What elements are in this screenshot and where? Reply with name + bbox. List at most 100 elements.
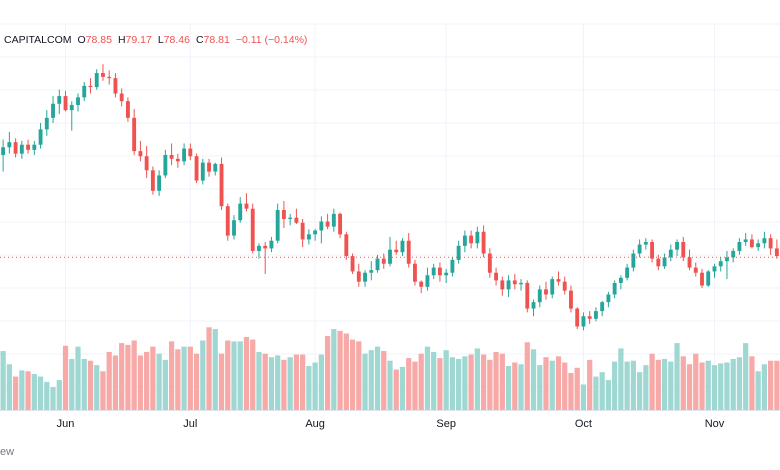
candle[interactable] xyxy=(319,216,324,244)
candle[interactable] xyxy=(188,143,193,161)
candle[interactable] xyxy=(213,162,218,176)
candle[interactable] xyxy=(225,203,230,241)
candle[interactable] xyxy=(13,138,18,158)
candle[interactable] xyxy=(718,257,723,272)
candle[interactable] xyxy=(144,146,149,178)
candle[interactable] xyxy=(569,285,573,313)
candle[interactable] xyxy=(562,276,567,295)
candle[interactable] xyxy=(525,280,530,313)
candle[interactable] xyxy=(681,236,686,262)
candle[interactable] xyxy=(138,140,143,162)
candle[interactable] xyxy=(537,285,542,308)
candle[interactable] xyxy=(125,97,130,122)
candle[interactable] xyxy=(437,262,442,282)
candle[interactable] xyxy=(593,307,598,322)
candle[interactable] xyxy=(150,166,155,195)
candle[interactable] xyxy=(743,233,748,246)
candle[interactable] xyxy=(26,139,31,154)
candle[interactable] xyxy=(700,268,704,289)
candle[interactable] xyxy=(512,274,517,290)
candle[interactable] xyxy=(350,253,355,274)
candle[interactable] xyxy=(7,131,12,154)
candle[interactable] xyxy=(400,238,405,257)
candle[interactable] xyxy=(207,158,211,177)
candle[interactable] xyxy=(469,230,474,249)
candle[interactable] xyxy=(356,263,361,287)
candle[interactable] xyxy=(556,271,561,286)
candle[interactable] xyxy=(419,280,424,294)
candle[interactable] xyxy=(774,239,779,259)
candle[interactable] xyxy=(481,225,486,258)
candle[interactable] xyxy=(1,139,6,172)
candle[interactable] xyxy=(706,270,711,287)
candle[interactable] xyxy=(506,275,511,298)
candle[interactable] xyxy=(375,254,380,273)
candle[interactable] xyxy=(712,263,717,278)
candle[interactable] xyxy=(668,244,673,262)
candle[interactable] xyxy=(157,170,162,196)
candle[interactable] xyxy=(637,239,642,258)
candle[interactable] xyxy=(444,268,449,283)
candle[interactable] xyxy=(550,276,555,299)
candle[interactable] xyxy=(313,229,318,241)
candle[interactable] xyxy=(257,243,261,259)
candle[interactable] xyxy=(200,158,205,185)
candle[interactable] xyxy=(344,231,349,260)
candle[interactable] xyxy=(544,281,548,300)
candle[interactable] xyxy=(687,249,692,271)
candle[interactable] xyxy=(288,213,293,226)
candle[interactable] xyxy=(238,197,243,223)
candle[interactable] xyxy=(656,254,661,271)
candle[interactable] xyxy=(381,253,386,269)
candle[interactable] xyxy=(643,238,648,250)
candle[interactable] xyxy=(618,275,623,290)
candle[interactable] xyxy=(612,280,617,299)
candle[interactable] xyxy=(725,250,729,280)
candle[interactable] xyxy=(175,153,180,168)
candle[interactable] xyxy=(194,153,199,184)
candle[interactable] xyxy=(19,140,24,159)
candle[interactable] xyxy=(731,248,736,263)
candle[interactable] xyxy=(132,108,137,155)
candle[interactable] xyxy=(300,218,305,248)
candle[interactable] xyxy=(462,230,467,253)
candle[interactable] xyxy=(182,143,187,166)
candle[interactable] xyxy=(281,201,286,228)
candle[interactable] xyxy=(369,261,374,281)
candle[interactable] xyxy=(693,262,698,277)
candle[interactable] xyxy=(331,208,336,232)
candle[interactable] xyxy=(675,239,679,257)
candle[interactable] xyxy=(456,240,461,264)
candle[interactable] xyxy=(749,234,754,249)
candle[interactable] xyxy=(662,253,667,269)
candle[interactable] xyxy=(51,96,55,123)
candle[interactable] xyxy=(32,140,37,155)
candle[interactable] xyxy=(650,239,655,263)
candle[interactable] xyxy=(475,226,480,249)
candle[interactable] xyxy=(69,101,74,131)
candle[interactable] xyxy=(325,213,330,230)
candle[interactable] xyxy=(113,73,118,98)
candle[interactable] xyxy=(425,267,430,291)
candle[interactable] xyxy=(263,242,268,274)
candle[interactable] xyxy=(625,263,630,281)
candle[interactable] xyxy=(500,276,505,296)
candle[interactable] xyxy=(768,234,773,255)
candle[interactable] xyxy=(119,88,124,107)
candle[interactable] xyxy=(388,236,392,267)
candle[interactable] xyxy=(232,215,236,240)
candle[interactable] xyxy=(219,157,224,210)
candle[interactable] xyxy=(431,263,436,280)
candle[interactable] xyxy=(581,312,586,331)
candle[interactable] xyxy=(38,122,43,149)
candle[interactable] xyxy=(306,229,311,245)
candle[interactable] xyxy=(450,257,455,277)
candle[interactable] xyxy=(606,291,611,308)
candle[interactable] xyxy=(250,203,255,254)
candle[interactable] xyxy=(756,239,761,251)
candle[interactable] xyxy=(394,240,399,255)
candle[interactable] xyxy=(413,259,417,286)
candle[interactable] xyxy=(76,93,80,112)
candle[interactable] xyxy=(63,90,68,112)
